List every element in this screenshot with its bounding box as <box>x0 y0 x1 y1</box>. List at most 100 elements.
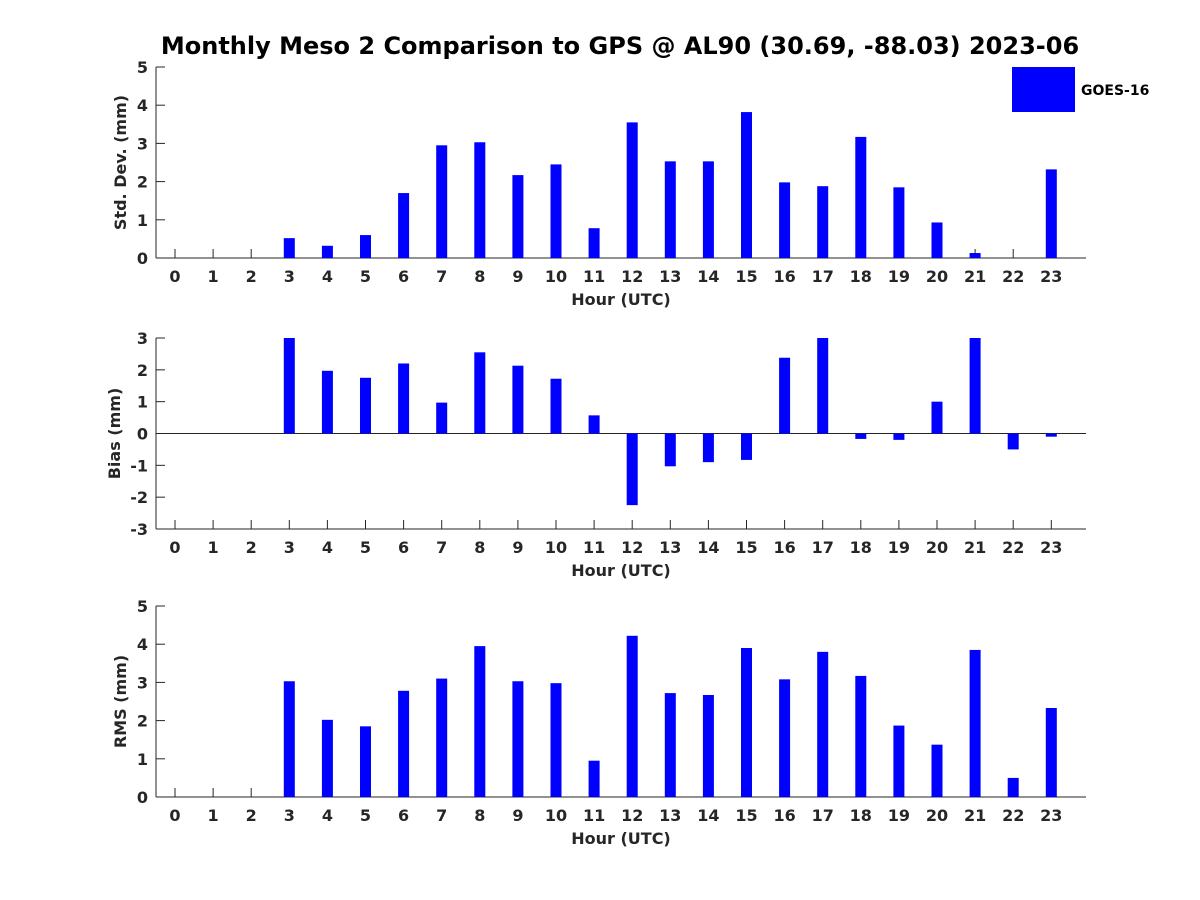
y-tick-label: 0 <box>137 249 148 268</box>
x-tick-label: 15 <box>735 806 757 825</box>
y-axis-label: Bias (mm) <box>105 388 124 480</box>
bar-12 <box>626 433 638 506</box>
bar-4 <box>321 719 333 797</box>
x-tick-label: 16 <box>773 267 795 286</box>
bar-9 <box>512 365 524 434</box>
y-tick-label: 2 <box>137 712 148 731</box>
bar-12 <box>626 122 638 258</box>
x-tick-label: 10 <box>545 267 567 286</box>
bar-17 <box>817 651 829 797</box>
bar-19 <box>893 725 905 797</box>
legend-swatch <box>1012 67 1075 112</box>
bar-4 <box>321 245 333 258</box>
bar-20 <box>931 222 943 258</box>
y-tick-label: 4 <box>137 635 148 654</box>
y-axis-label: RMS (mm) <box>111 655 130 748</box>
bar-23 <box>1045 169 1057 258</box>
x-tick-label: 1 <box>208 538 219 557</box>
bar-16 <box>779 679 791 797</box>
bar-11 <box>588 228 600 258</box>
bar-10 <box>550 164 562 258</box>
x-tick-label: 18 <box>850 538 872 557</box>
x-tick-label: 20 <box>926 806 948 825</box>
x-tick-label: 9 <box>512 267 523 286</box>
x-tick-label: 7 <box>436 538 447 557</box>
bar-17 <box>817 338 829 434</box>
x-tick-label: 1 <box>208 267 219 286</box>
bar-19 <box>893 433 905 440</box>
bar-4 <box>321 370 333 434</box>
x-tick-label: 11 <box>583 267 605 286</box>
x-axis-label: Hour (UTC) <box>571 290 671 309</box>
bar-15 <box>741 112 752 259</box>
bar-16 <box>779 357 791 434</box>
bar-3 <box>283 338 295 434</box>
bar-8 <box>474 646 486 797</box>
bar-10 <box>550 683 562 797</box>
y-tick-label: 1 <box>137 393 148 412</box>
x-tick-label: 8 <box>474 806 485 825</box>
y-tick-label: 1 <box>137 750 148 769</box>
x-tick-label: 17 <box>812 806 834 825</box>
x-tick-label: 4 <box>322 267 333 286</box>
x-axis-label: Hour (UTC) <box>571 829 671 848</box>
x-tick-label: 10 <box>545 806 567 825</box>
bar-18 <box>855 136 867 258</box>
x-tick-label: 8 <box>474 538 485 557</box>
x-tick-label: 0 <box>169 806 180 825</box>
x-tick-label: 16 <box>773 806 795 825</box>
bar-7 <box>436 145 448 258</box>
bar-20 <box>931 744 943 797</box>
bar-14 <box>702 161 714 258</box>
chart-title: Monthly Meso 2 Comparison to GPS @ AL90 … <box>161 32 1079 60</box>
bar-7 <box>436 402 448 434</box>
x-tick-label: 1 <box>208 806 219 825</box>
bar-11 <box>588 415 600 434</box>
y-tick-label: 3 <box>137 329 148 348</box>
x-tick-label: 12 <box>621 267 643 286</box>
bar-9 <box>512 175 524 258</box>
x-tick-label: 13 <box>659 538 681 557</box>
bar-14 <box>702 433 714 463</box>
x-tick-label: 14 <box>697 267 719 286</box>
y-tick-label: 2 <box>137 173 148 192</box>
x-tick-label: 2 <box>246 538 257 557</box>
bar-18 <box>855 675 867 797</box>
x-tick-label: 18 <box>850 806 872 825</box>
bar-21 <box>969 253 981 258</box>
bar-9 <box>512 681 524 797</box>
x-tick-label: 5 <box>360 806 371 825</box>
x-tick-label: 4 <box>322 806 333 825</box>
x-axis-label: Hour (UTC) <box>571 561 671 580</box>
x-tick-label: 19 <box>888 267 910 286</box>
bar-5 <box>360 726 371 797</box>
x-tick-label: 5 <box>360 267 371 286</box>
x-tick-label: 4 <box>322 538 333 557</box>
y-tick-label: -2 <box>130 488 148 507</box>
x-tick-label: 19 <box>888 538 910 557</box>
y-tick-label: 0 <box>137 788 148 807</box>
x-tick-label: 3 <box>284 538 295 557</box>
bar-7 <box>436 678 448 797</box>
bar-23 <box>1045 707 1057 797</box>
x-tick-label: 23 <box>1040 806 1062 825</box>
x-tick-label: 12 <box>621 806 643 825</box>
bar-18 <box>855 433 867 439</box>
x-tick-label: 22 <box>1002 267 1024 286</box>
y-tick-label: 0 <box>137 425 148 444</box>
bar-17 <box>817 186 829 258</box>
x-tick-label: 0 <box>169 267 180 286</box>
x-tick-label: 0 <box>169 538 180 557</box>
x-tick-label: 11 <box>583 806 605 825</box>
x-tick-label: 15 <box>735 267 757 286</box>
x-tick-label: 17 <box>812 538 834 557</box>
x-tick-label: 17 <box>812 267 834 286</box>
x-tick-label: 20 <box>926 538 948 557</box>
bar-21 <box>969 338 981 434</box>
x-tick-label: 12 <box>621 538 643 557</box>
y-tick-label: 1 <box>137 211 148 230</box>
x-tick-label: 14 <box>697 806 719 825</box>
x-tick-label: 9 <box>512 538 523 557</box>
x-tick-label: 21 <box>964 806 986 825</box>
